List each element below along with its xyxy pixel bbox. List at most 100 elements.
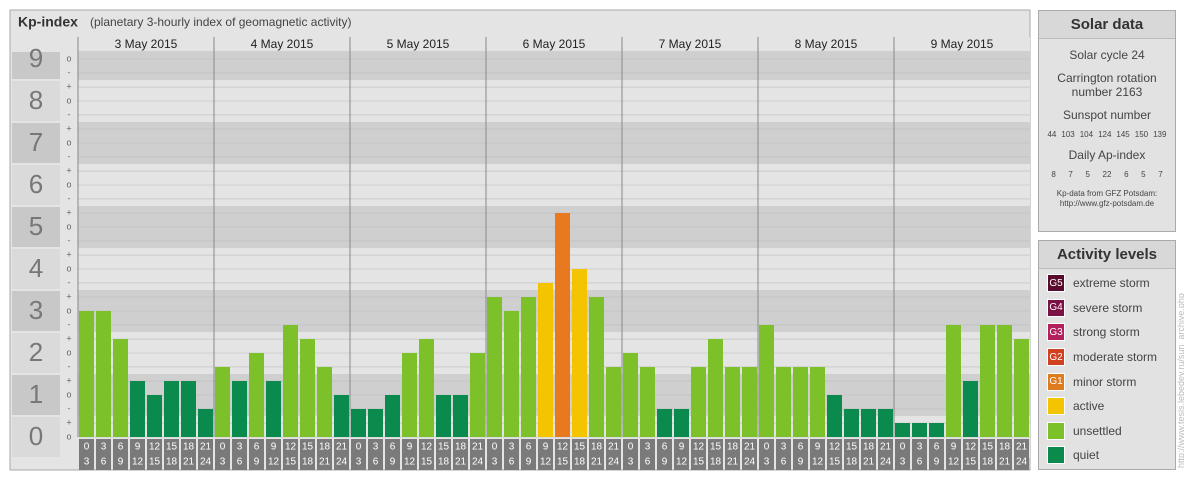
time-to: 15 xyxy=(149,457,161,468)
bar xyxy=(708,339,723,437)
y-tick-label: 6 xyxy=(29,169,43,199)
time-box xyxy=(555,439,570,470)
value: 139 xyxy=(1153,130,1167,139)
day-label: 5 May 2015 xyxy=(387,37,450,51)
time-from: 21 xyxy=(608,442,620,453)
bar xyxy=(504,311,519,437)
time-from: 15 xyxy=(710,442,722,453)
time-box xyxy=(538,439,553,470)
time-to: 21 xyxy=(319,457,331,468)
time-from: 12 xyxy=(149,442,161,453)
time-to: 24 xyxy=(200,457,212,468)
time-to: 12 xyxy=(132,457,144,468)
time-box xyxy=(300,439,315,470)
time-to: 18 xyxy=(710,457,722,468)
bar xyxy=(623,353,638,437)
y-label-box xyxy=(12,165,60,205)
bar xyxy=(844,408,859,437)
ap-title: Daily Ap-index xyxy=(1068,148,1146,162)
time-box xyxy=(113,439,128,470)
time-from: 12 xyxy=(829,442,841,453)
time-box xyxy=(419,439,434,470)
time-from: 3 xyxy=(237,442,243,453)
time-from: 9 xyxy=(407,442,413,453)
value: 145 xyxy=(1116,130,1130,139)
time-to: 6 xyxy=(237,457,243,468)
level-swatch: G4 xyxy=(1047,298,1065,317)
time-from: 15 xyxy=(982,442,994,453)
time-from: 21 xyxy=(880,442,892,453)
minor-tick-label: o xyxy=(66,389,71,399)
y-label-box xyxy=(12,249,60,289)
level-swatch: G1 xyxy=(1047,372,1065,391)
time-box xyxy=(283,439,298,470)
bar xyxy=(912,423,927,437)
time-from: 6 xyxy=(662,442,668,453)
watermark: http://www.tesis.lebedev.ru/sun_archive.… xyxy=(1176,293,1184,468)
sunspot-title: Sunspot number xyxy=(1062,108,1152,122)
time-box xyxy=(708,439,723,470)
time-from: 6 xyxy=(118,442,124,453)
levels-list: G5 extreme storm G4 severe storm G3 strong st… xyxy=(1039,269,1175,468)
day-label: 4 May 2015 xyxy=(251,37,314,51)
time-box xyxy=(640,439,655,470)
time-from: 15 xyxy=(574,442,586,453)
time-to: 12 xyxy=(676,457,688,468)
panel-title: Solar data xyxy=(1039,11,1175,39)
level-item: G2 moderate storm xyxy=(1039,345,1175,370)
time-from: 6 xyxy=(390,442,396,453)
bar xyxy=(572,269,587,437)
time-from: 9 xyxy=(951,442,957,453)
value: 7 xyxy=(1068,170,1073,179)
bar xyxy=(215,366,230,437)
time-to: 9 xyxy=(526,457,532,468)
bar xyxy=(946,324,961,437)
carrington: Carrington rotation number 2163 xyxy=(1057,71,1157,99)
value: 150 xyxy=(1134,130,1149,139)
time-to: 12 xyxy=(812,457,824,468)
time-box xyxy=(487,439,502,470)
chart-title: Kp-index xyxy=(18,14,78,30)
time-from: 21 xyxy=(200,442,212,453)
time-from: 21 xyxy=(336,442,348,453)
bar xyxy=(385,395,400,437)
time-to: 24 xyxy=(608,457,620,468)
bar xyxy=(742,366,757,437)
time-from: 9 xyxy=(543,442,549,453)
time-from: 3 xyxy=(917,442,923,453)
level-label: unsettled xyxy=(1073,423,1122,438)
level-item: active xyxy=(1039,394,1175,419)
time-from: 21 xyxy=(744,442,756,453)
time-box xyxy=(79,439,94,470)
y-tick-label: 2 xyxy=(29,337,43,367)
level-swatch: G3 xyxy=(1047,323,1065,342)
value: 124 xyxy=(1098,130,1112,139)
bar xyxy=(283,324,298,437)
y-label-box xyxy=(12,81,60,121)
time-box xyxy=(810,439,825,470)
time-to: 3 xyxy=(492,457,498,468)
time-box xyxy=(759,439,774,470)
time-box xyxy=(844,439,859,470)
level-swatch xyxy=(1047,397,1065,416)
time-from: 0 xyxy=(492,442,498,453)
time-box xyxy=(963,439,978,470)
time-from: 18 xyxy=(999,442,1011,453)
time-from: 3 xyxy=(101,442,107,453)
time-from: 15 xyxy=(438,442,450,453)
bar xyxy=(232,381,247,437)
band xyxy=(78,51,1030,80)
time-to: 3 xyxy=(628,457,634,468)
time-to: 21 xyxy=(727,457,739,468)
bar xyxy=(725,366,740,437)
y-label-box xyxy=(12,417,60,457)
level-item: unsettled xyxy=(1039,419,1175,444)
level-swatch: G2 xyxy=(1047,348,1065,367)
minor-tick-label: o xyxy=(66,347,71,357)
bar xyxy=(402,353,417,437)
bar xyxy=(997,324,1012,437)
ap-list: 8 7 5 22 6 5 7 xyxy=(1039,170,1175,179)
time-to: 21 xyxy=(455,457,467,468)
time-box xyxy=(878,439,893,470)
bar xyxy=(878,408,893,437)
